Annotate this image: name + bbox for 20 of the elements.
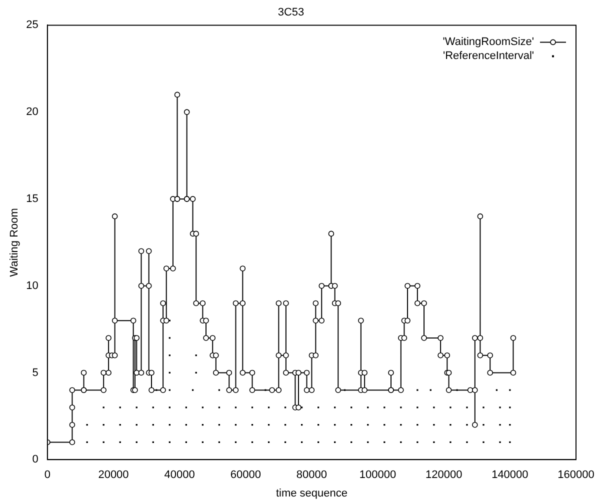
y-tick-label: 5 [32, 366, 38, 379]
x-tick-label: 120000 [426, 469, 462, 482]
x-tick-label: 20000 [98, 469, 129, 482]
y-tick-label: 15 [26, 192, 38, 205]
x-tick-label: 140000 [492, 469, 528, 482]
x-axis-title: time sequence [276, 487, 348, 500]
x-tick-label: 80000 [296, 469, 328, 482]
legend-label: 'WaitingRoomSize' [442, 36, 534, 48]
x-tick-label: 160000 [558, 469, 594, 482]
x-tick-label: 40000 [164, 469, 195, 482]
y-tick-label: 10 [26, 280, 38, 292]
y-axis-title: Waiting Room [8, 208, 21, 277]
chart-title: 3C53 [278, 6, 304, 19]
legend-label: 'ReferenceInterval' [442, 50, 534, 62]
x-tick-label: 60000 [230, 469, 261, 482]
y-tick-label: 20 [26, 106, 38, 118]
y-tick-label: 0 [32, 454, 38, 466]
x-tick-label: 0 [44, 469, 50, 482]
x-tick-label: 100000 [359, 469, 396, 482]
y-tick-label: 25 [26, 19, 38, 32]
